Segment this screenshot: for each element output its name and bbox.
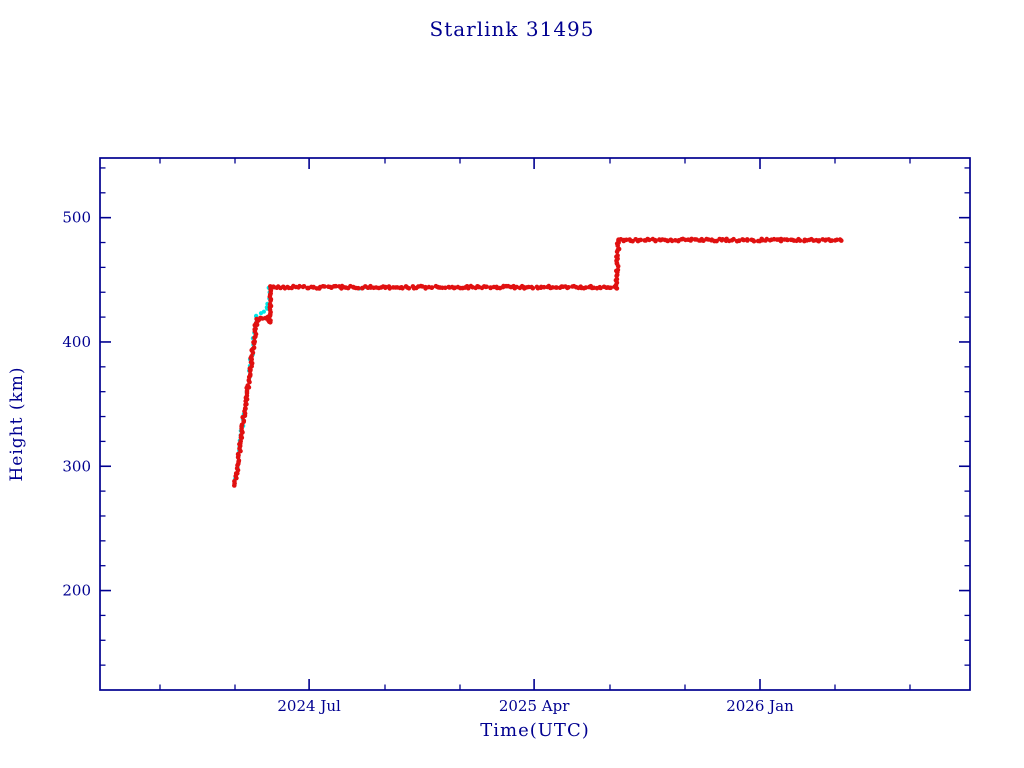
- y-tick-label: 500: [62, 209, 91, 227]
- y-tick-label: 400: [62, 333, 91, 351]
- y-tick-label: 300: [62, 457, 91, 475]
- x-tick-label: 2025 Apr: [499, 697, 570, 715]
- y-tick-label: 200: [62, 582, 91, 600]
- series-height-track-secondary: [233, 285, 371, 481]
- x-tick-label: 2026 Jan: [726, 697, 794, 715]
- x-tick-label: 2024 Jul: [277, 697, 341, 715]
- x-axis-label: Time(UTC): [480, 720, 590, 741]
- chart-title: Starlink 31495: [429, 17, 595, 41]
- axes: 2024 Jul 2025 Apr 2026 Jan 200 300 400 500: [62, 157, 971, 715]
- series-height-track-primary: [232, 236, 844, 488]
